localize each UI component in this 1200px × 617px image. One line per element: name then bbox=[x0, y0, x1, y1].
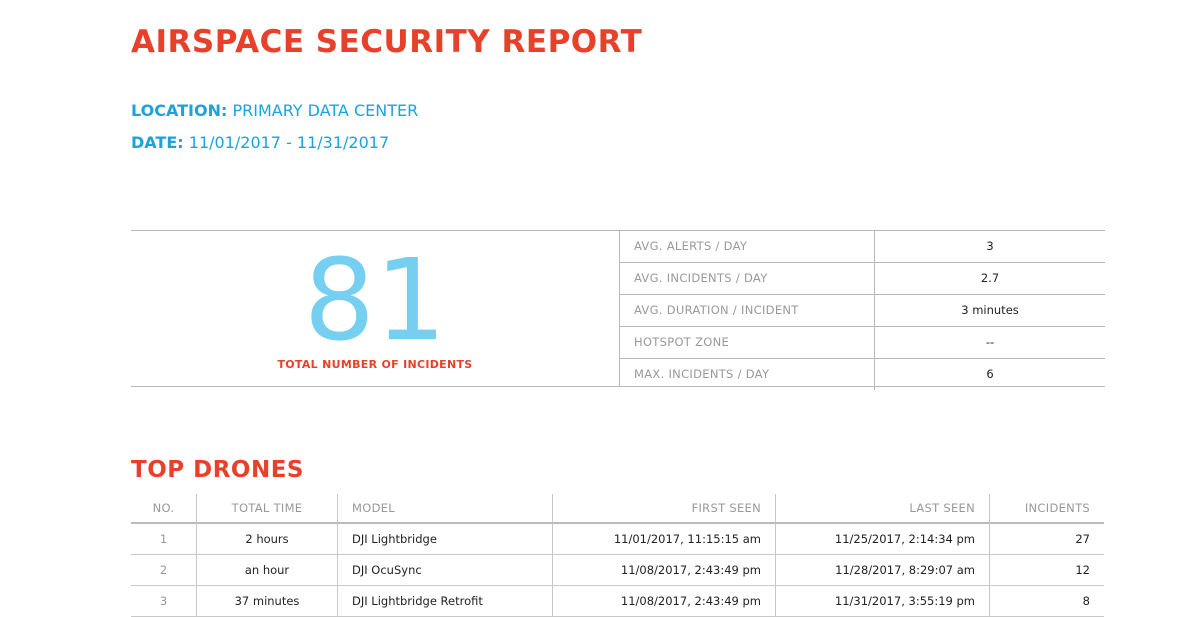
table-row: 2 an hour DJI OcuSync 11/08/2017, 2:43:4… bbox=[131, 554, 1104, 586]
table-row: 3 37 minutes DJI Lightbridge Retrofit 11… bbox=[131, 585, 1104, 617]
cell-last-seen: 11/31/2017, 3:55:19 pm bbox=[775, 585, 990, 617]
cell-last-seen: 11/28/2017, 8:29:07 am bbox=[775, 554, 990, 586]
location-label: LOCATION: bbox=[131, 101, 228, 120]
cell-no: 3 bbox=[131, 585, 197, 617]
cell-last-seen: 11/25/2017, 2:14:34 pm bbox=[775, 523, 990, 555]
date-value: 11/01/2017 - 11/31/2017 bbox=[188, 133, 390, 152]
stat-value: 2.7 bbox=[980, 271, 1000, 285]
report-title: AIRSPACE SECURITY REPORT bbox=[131, 24, 643, 60]
total-incidents-box: 81 TOTAL NUMBER OF INCIDENTS bbox=[131, 231, 620, 386]
cell-incidents: 8 bbox=[989, 585, 1104, 617]
total-incidents-label: TOTAL NUMBER OF INCIDENTS bbox=[277, 358, 473, 371]
col-header-first-seen: FIRST SEEN bbox=[552, 494, 776, 524]
table-row: 1 2 hours DJI Lightbridge 11/01/2017, 11… bbox=[131, 523, 1104, 555]
cell-model: DJI OcuSync bbox=[337, 554, 553, 586]
cell-first-seen: 11/01/2017, 11:15:15 am bbox=[552, 523, 776, 555]
total-incidents-number: 81 bbox=[303, 236, 447, 366]
stat-label: AVG. INCIDENTS / DAY bbox=[620, 263, 875, 294]
stats-table: AVG. ALERTS / DAY 3 AVG. INCIDENTS / DAY… bbox=[620, 231, 1105, 390]
stat-row: AVG. DURATION / INCIDENT 3 minutes bbox=[620, 295, 1105, 327]
stat-label: AVG. ALERTS / DAY bbox=[620, 231, 875, 262]
top-drones-table: NO. TOTAL TIME MODEL FIRST SEEN LAST SEE… bbox=[131, 494, 1104, 617]
col-header-model: MODEL bbox=[337, 494, 553, 524]
col-header-no: NO. bbox=[131, 494, 197, 524]
stat-label: AVG. DURATION / INCIDENT bbox=[620, 295, 875, 326]
cell-total-time: an hour bbox=[196, 554, 338, 586]
cell-incidents: 27 bbox=[989, 523, 1104, 555]
stat-row: HOTSPOT ZONE -- bbox=[620, 327, 1105, 359]
stat-row: AVG. INCIDENTS / DAY 2.7 bbox=[620, 263, 1105, 295]
cell-no: 1 bbox=[131, 523, 197, 555]
stat-value: 6 bbox=[986, 367, 994, 381]
col-header-total-time: TOTAL TIME bbox=[196, 494, 338, 524]
cell-model: DJI Lightbridge Retrofit bbox=[337, 585, 553, 617]
cell-first-seen: 11/08/2017, 2:43:49 pm bbox=[552, 554, 776, 586]
stat-value: 3 bbox=[986, 239, 994, 253]
table-header-row: NO. TOTAL TIME MODEL FIRST SEEN LAST SEE… bbox=[131, 494, 1104, 524]
location-line: LOCATION: PRIMARY DATA CENTER bbox=[131, 101, 418, 120]
stat-value: 3 minutes bbox=[961, 303, 1019, 317]
stat-value: -- bbox=[985, 335, 995, 349]
date-label: DATE: bbox=[131, 133, 184, 152]
cell-model: DJI Lightbridge bbox=[337, 523, 553, 555]
cell-first-seen: 11/08/2017, 2:43:49 pm bbox=[552, 585, 776, 617]
cell-no: 2 bbox=[131, 554, 197, 586]
cell-incidents: 12 bbox=[989, 554, 1104, 586]
col-header-last-seen: LAST SEEN bbox=[775, 494, 990, 524]
stat-row: AVG. ALERTS / DAY 3 bbox=[620, 231, 1105, 263]
top-drones-title: TOP DRONES bbox=[131, 457, 304, 483]
stat-label: MAX. INCIDENTS / DAY bbox=[620, 359, 875, 390]
col-header-incidents: INCIDENTS bbox=[989, 494, 1104, 524]
location-value: PRIMARY DATA CENTER bbox=[232, 101, 419, 120]
summary-panel: 81 TOTAL NUMBER OF INCIDENTS AVG. ALERTS… bbox=[131, 230, 1105, 390]
stat-row: MAX. INCIDENTS / DAY 6 bbox=[620, 359, 1105, 390]
date-line: DATE: 11/01/2017 - 11/31/2017 bbox=[131, 133, 389, 152]
cell-total-time: 37 minutes bbox=[196, 585, 338, 617]
cell-total-time: 2 hours bbox=[196, 523, 338, 555]
stat-label: HOTSPOT ZONE bbox=[620, 327, 875, 358]
